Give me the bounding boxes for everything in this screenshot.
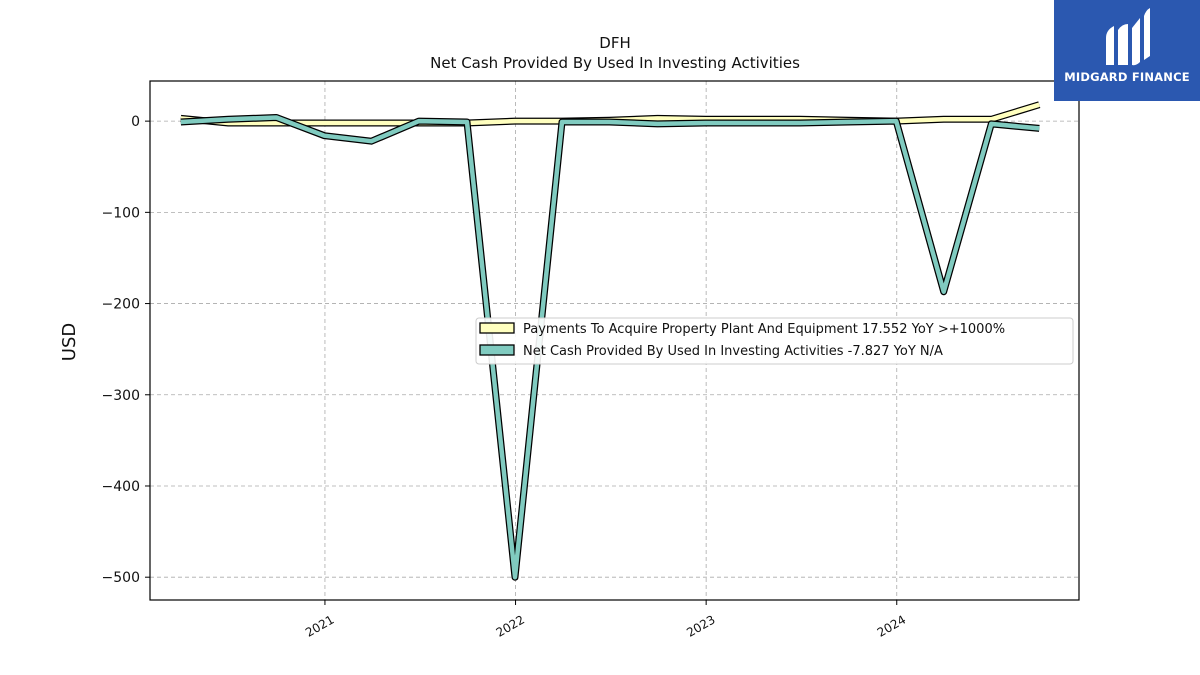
chart-title: DFH <box>599 34 630 52</box>
brand-logo: MIDGARD FINANCE <box>1054 0 1200 101</box>
y-tick-label: −200 <box>102 297 140 313</box>
legend-label: Net Cash Provided By Used In Investing A… <box>523 344 943 359</box>
y-tick-label: 0 <box>131 114 140 130</box>
x-tick-label: 2024 <box>875 612 908 639</box>
brand-mark-icon <box>1106 8 1150 66</box>
series-lines <box>180 101 1041 581</box>
x-axis: 2021 2022 2023 2024 <box>303 600 908 640</box>
series-line-1 <box>180 115 1040 580</box>
x-tick-label: 2023 <box>684 612 717 639</box>
legend-swatch <box>479 322 515 334</box>
y-tick-label: −100 <box>102 205 140 221</box>
chart-subtitle: Net Cash Provided By Used In Investing A… <box>430 54 800 72</box>
legend-box <box>475 317 1074 365</box>
legend: Payments To Acquire Property Plant And E… <box>475 317 1074 365</box>
y-axis-label: USD <box>59 323 80 361</box>
y-axis: 0 −100 −200 −300 −400 −500 <box>102 114 150 586</box>
y-tick-label: −400 <box>102 479 140 495</box>
brand-name: MIDGARD FINANCE <box>1064 70 1190 84</box>
y-tick-label: −300 <box>102 388 140 404</box>
x-tick-label: 2021 <box>303 612 336 639</box>
y-tick-label: −500 <box>102 570 140 586</box>
x-tick-label: 2022 <box>494 612 527 639</box>
plot-frame <box>149 80 1080 601</box>
legend-swatch <box>479 344 515 356</box>
legend-label: Payments To Acquire Property Plant And E… <box>523 322 1005 337</box>
